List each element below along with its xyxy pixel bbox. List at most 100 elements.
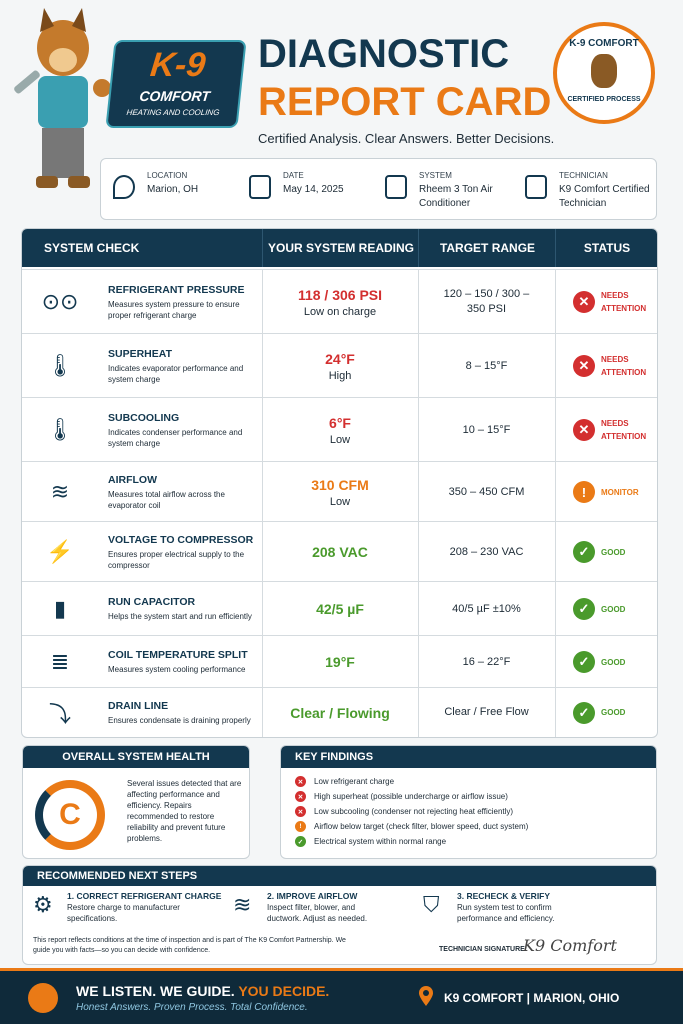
table-row: ⊙⊙ REFRIGERANT PRESSURE Measures system pr… [22, 269, 657, 334]
row-icon: 🌡 [46, 417, 74, 442]
reading: 6°F [329, 414, 351, 431]
reading-cell: 42/5 µF [262, 582, 418, 636]
reading-cell: 118 / 306 PSI Low on charge [262, 270, 418, 334]
column-divider [555, 688, 556, 737]
column-divider [262, 462, 263, 522]
target: Clear / Free Flow [444, 706, 529, 718]
grade-ring: C [35, 780, 105, 850]
status-icon: ✕ [295, 806, 306, 817]
steps-box: RECOMMENDED NEXT STEPS This report refle… [22, 865, 657, 965]
finding-text: Low refrigerant charge [314, 777, 395, 786]
check-desc: Ensures condensate is draining properly [108, 715, 251, 725]
reading-cell: Clear / Flowing [262, 688, 418, 737]
footer-company: K9 COMFORT | MARION, OHIO [444, 991, 620, 1005]
reading-cell: 19°F [262, 636, 418, 688]
column-divider [555, 636, 556, 688]
status-cell: ✕ NEEDS ATTENTION [567, 334, 657, 398]
info-icon [113, 175, 135, 199]
signature: K9 Comfort [523, 936, 617, 955]
column-divider [262, 636, 263, 688]
status-cell: ✓ GOOD [567, 522, 657, 582]
status-icon: ! [295, 821, 306, 832]
table-header [22, 229, 657, 267]
status-cell: ✓ GOOD [567, 688, 657, 737]
status-cell: ✕ NEEDS ATTENTION [567, 270, 657, 334]
reading: 208 VAC [312, 544, 368, 560]
reading-note: High [328, 369, 352, 382]
column-header: STATUS [555, 229, 657, 267]
table-row: ≋ AIRFLOW Measures total airflow across th… [22, 461, 657, 522]
check-cell: DRAIN LINE Ensures condensate is draining… [108, 688, 258, 737]
info-label: LOCATION [147, 171, 188, 180]
table-row: ▮ RUN CAPACITOR Helps the system start and… [22, 581, 657, 636]
health-text: Several issues detected that are affecti… [127, 779, 242, 843]
check-cell: SUBCOOLING Indicates condenser performanc… [108, 398, 258, 462]
column-divider [418, 334, 419, 398]
table-row: ⚡ VOLTAGE TO COMPRESSOR Ensures proper ele… [22, 521, 657, 582]
check-name: RUN CAPACITOR [108, 596, 196, 608]
column-divider [262, 582, 263, 636]
table-row: 🌡 SUBCOOLING Indicates condenser performan… [22, 397, 657, 462]
badge-dog [591, 54, 617, 88]
status-cell: ✓ GOOD [567, 582, 657, 636]
findings-box: KEY FINDINGS ✕ Low refrigerant charge ✕ High… [280, 745, 657, 859]
check-name: AIRFLOW [108, 473, 157, 486]
column-divider [418, 462, 419, 522]
info-value: May 14, 2025 [283, 184, 344, 195]
column-divider [555, 522, 556, 582]
logo: K-9 COMFORT HEATING AND COOLING [105, 40, 247, 128]
reading-note: Low on charge [303, 305, 377, 318]
target: 10 – 15°F [462, 423, 511, 436]
reading: 42/5 µF [316, 601, 364, 617]
report-note: This report reflects conditions at the t… [33, 937, 346, 954]
column-divider [418, 522, 419, 582]
check-desc: Ensures proper electrical supply to the … [108, 549, 245, 570]
check-name: SUBCOOLING [108, 411, 180, 424]
badge-bottom: CERTIFIED PROCESS [567, 96, 641, 103]
reading-cell: 208 VAC [262, 522, 418, 582]
check-name: REFRIGERANT PRESSURE [108, 283, 245, 296]
table-row: ≣ COIL TEMPERATURE SPLIT Measures system c… [22, 635, 657, 688]
check-name: COIL TEMPERATURE SPLIT [108, 649, 248, 661]
tagline: Certified Analysis. Clear Answers. Bette… [258, 131, 555, 146]
column-divider [418, 270, 419, 334]
target-cell: 10 – 15°F [418, 398, 555, 462]
paw-icon [28, 983, 58, 1013]
status-icon: ✕ [573, 355, 595, 377]
check-cell: REFRIGERANT PRESSURE Measures system pres… [108, 270, 258, 334]
badge-top: K-9 COMFORT [569, 38, 639, 49]
finding: ✓ Electrical system within normal range [295, 836, 446, 847]
target: 350 – 450 CFM [448, 485, 525, 498]
reading: Clear / Flowing [290, 704, 390, 721]
step-title: 1. CORRECT REFRIGERANT CHARGE [67, 891, 222, 901]
step-text: Inspect filter, blower, and ductwork. Ad… [267, 903, 368, 923]
pin-icon [419, 986, 433, 1006]
title-line1: DIAGNOSTIC [258, 32, 510, 76]
step-icon: ≋ [233, 892, 252, 917]
footer: WE LISTEN. WE GUIDE. YOU DECIDE. Honest … [0, 968, 683, 1024]
step-text: Restore charge to manufacturer specifica… [67, 903, 180, 923]
slogan-accent: YOU DECIDE. [238, 983, 330, 999]
row-icon: 🌡 [46, 353, 74, 378]
check-name: VOLTAGE TO COMPRESSOR [108, 533, 254, 546]
step-icon: ⚙ [33, 892, 53, 917]
column-divider [418, 688, 419, 737]
column-divider [555, 270, 556, 334]
status-cell: ! MONITOR [567, 462, 657, 522]
check-cell: VOLTAGE TO COMPRESSOR Ensures proper elec… [108, 522, 258, 582]
status: MONITOR [601, 487, 639, 497]
column-divider [555, 582, 556, 636]
info-icon [249, 175, 271, 199]
steps-title: RECOMMENDED NEXT STEPS [23, 866, 656, 886]
footer-sub: Honest Answers. Proven Process. Total Co… [76, 1002, 308, 1013]
info-label: TECHNICIAN [559, 171, 608, 180]
check-name: DRAIN LINE [108, 699, 169, 712]
status: GOOD [601, 657, 626, 667]
status-cell: ✕ NEEDS ATTENTION [567, 398, 657, 462]
finding-text: Airflow below target (check filter, blow… [314, 822, 529, 831]
column-header: TARGET RANGE [418, 229, 556, 267]
target-cell: 208 – 230 VAC [418, 522, 555, 582]
reading: 19°F [325, 654, 355, 670]
logo-tag: HEATING AND COOLING [126, 108, 220, 117]
